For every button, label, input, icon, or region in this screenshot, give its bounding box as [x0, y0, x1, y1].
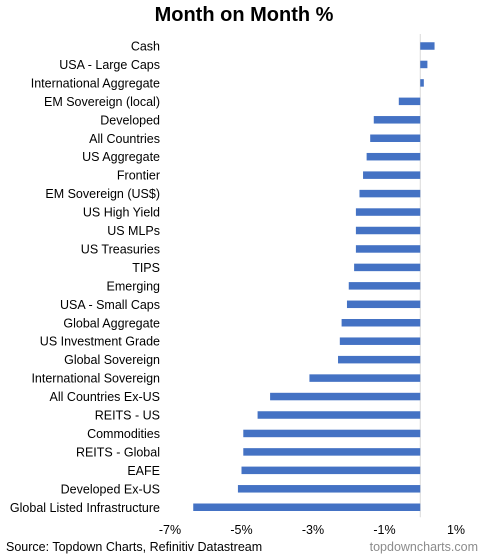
bar-tips: [354, 263, 421, 272]
watermark: topdowncharts.com: [369, 540, 478, 554]
category-label: USA - Small Caps: [60, 298, 160, 312]
bar-all-countries-ex-us: [270, 392, 421, 401]
category-label: US MLPs: [107, 224, 160, 238]
category-label: US High Yield: [83, 206, 160, 220]
category-label: Global Listed Infrastructure: [10, 501, 160, 515]
category-label: EM Sovereign (US$): [45, 187, 160, 201]
category-label: EM Sovereign (local): [44, 95, 160, 109]
bar-reits-global: [243, 448, 421, 456]
category-label: US Investment Grade: [40, 335, 160, 349]
category-label: Developed Ex-US: [61, 482, 160, 496]
category-label: US Aggregate: [82, 150, 160, 164]
x-tick-labels: -7% -5% -3% -1% 1%: [159, 523, 465, 537]
category-label: TIPS: [132, 261, 160, 275]
x-tick-label: -7%: [159, 523, 181, 537]
category-label: REITS - US: [95, 409, 160, 423]
bar-us-mlps: [355, 226, 421, 235]
bar-frontier: [363, 171, 421, 179]
x-tick-label: -3%: [302, 523, 324, 537]
bar-global-sovereign: [338, 355, 421, 364]
bar-all-countries: [370, 134, 421, 142]
category-label: Emerging: [107, 279, 161, 293]
bar-us-treasuries: [355, 245, 421, 253]
bar-global-listed-infrastructure: [193, 503, 421, 511]
source-note: Source: Topdown Charts, Refinitiv Datast…: [6, 540, 263, 554]
bar-usa-small-caps: [346, 300, 421, 309]
bars-layer: [193, 34, 435, 518]
category-label: US Treasuries: [81, 242, 160, 256]
bar-emerging: [348, 282, 421, 290]
x-tick-label: -5%: [230, 523, 252, 537]
bar-developed: [373, 116, 421, 124]
bar-em-sovereign-us: [359, 189, 421, 198]
category-label: USA - Large Caps: [59, 58, 160, 72]
category-label: Frontier: [117, 169, 160, 183]
bar-em-sovereign-local: [398, 97, 421, 106]
bar-us-high-yield: [355, 208, 421, 216]
category-label: Global Sovereign: [64, 353, 160, 367]
bar-international-sovereign: [309, 374, 421, 382]
category-labels: Cash USA - Large Caps International Aggreg…: [10, 40, 160, 515]
bar-commodities: [243, 429, 421, 438]
bar-us-investment-grade: [339, 337, 421, 345]
x-tick-label: -1%: [373, 523, 395, 537]
bar-chart: Cash USA - Large Caps International Aggreg…: [10, 34, 465, 537]
category-label: Commodities: [87, 427, 160, 441]
bar-eafe: [241, 466, 421, 475]
category-label: Developed: [100, 113, 160, 127]
bar-usa-large-caps: [420, 60, 428, 69]
category-label: All Countries Ex-US: [50, 390, 160, 404]
category-label: Cash: [131, 40, 160, 54]
bar-us-aggregate: [366, 152, 421, 161]
bar-cash: [420, 42, 435, 50]
category-label: Global Aggregate: [63, 316, 160, 330]
bar-reits-us: [257, 411, 421, 419]
chart-title: Month on Month %: [154, 4, 334, 26]
bar-international-aggregate: [420, 79, 424, 87]
bar-developed-ex-us: [237, 485, 421, 493]
category-label: EAFE: [127, 464, 160, 478]
x-tick-label: 1%: [447, 523, 465, 537]
category-label: All Countries: [89, 132, 160, 146]
bar-global-aggregate: [341, 319, 421, 327]
category-label: International Sovereign: [31, 372, 160, 386]
category-label: REITS - Global: [76, 445, 160, 459]
category-label: International Aggregate: [31, 76, 160, 90]
